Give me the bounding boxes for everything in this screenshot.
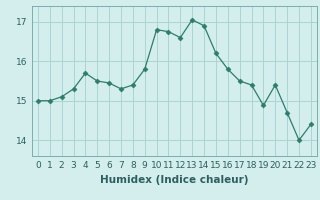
- X-axis label: Humidex (Indice chaleur): Humidex (Indice chaleur): [100, 175, 249, 185]
